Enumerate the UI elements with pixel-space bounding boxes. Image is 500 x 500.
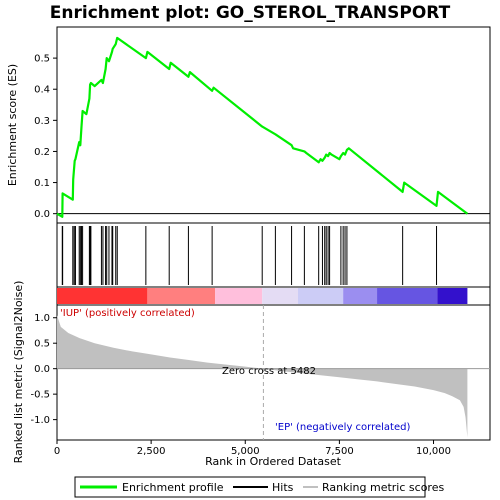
- metric-y-tick-label: 1.0: [34, 313, 50, 324]
- metric-y-axis-label: Ranked list metric (Signal2Noise): [12, 281, 25, 464]
- enrichment-panel: 0.0 0.1 0.2 0.3 0.4 0.5: [34, 36, 490, 220]
- colorbar-segment: [215, 288, 263, 304]
- negative-correlation-label: 'EP' (negatively correlated): [275, 422, 410, 433]
- legend-label-ranking-metric: Ranking metric scores: [322, 481, 444, 494]
- x-axis-label: Rank in Ordered Dataset: [205, 455, 342, 468]
- x-tick-label: 2,500: [137, 446, 166, 457]
- x-tick-label: 5,000: [231, 446, 260, 457]
- es-y-tick-label: 0.3: [34, 116, 50, 127]
- colorbar-segment: [437, 288, 468, 304]
- metric-y-tick-label: -1.0: [30, 415, 50, 426]
- es-y-tick-label: 0.0: [34, 209, 50, 220]
- x-tick-label: 10,000: [416, 446, 451, 457]
- es-y-tick-label: 0.5: [34, 54, 50, 65]
- metric-y-tick-label: 0.5: [34, 339, 50, 350]
- x-axis: 0 2,500 5,000 7,500 10,000: [54, 440, 451, 457]
- ranking-metric-area: [57, 315, 468, 438]
- es-y-tick-label: 0.4: [34, 85, 50, 96]
- es-y-tick-label: 0.2: [34, 147, 50, 158]
- metric-y-tick-label: 0.0: [34, 364, 50, 375]
- colorbar-segment: [343, 288, 378, 304]
- x-tick-label: 0: [54, 446, 60, 457]
- legend: Enrichment profile Hits Ranking metric s…: [74, 476, 444, 498]
- x-tick-label: 7,500: [325, 446, 354, 457]
- colorbar-segment: [377, 288, 438, 304]
- chart-title: Enrichment plot: GO_STEROL_TRANSPORT: [50, 3, 451, 23]
- metric-panel: 1.0 0.5 0.0 -0.5 -1.0: [30, 305, 490, 440]
- es-y-axis-label: Enrichment score (ES): [6, 64, 19, 186]
- legend-label-enrichment-profile: Enrichment profile: [122, 481, 224, 494]
- zero-cross-label: Zero cross at 5482: [222, 366, 316, 377]
- rank-colorbar: [57, 288, 468, 304]
- es-y-tick-label: 0.1: [34, 178, 50, 189]
- enrichment-profile-line: [56, 36, 469, 218]
- metric-y-tick-label: -0.5: [30, 390, 50, 401]
- colorbar-segment: [147, 288, 216, 304]
- colorbar-segment: [57, 288, 148, 304]
- es-panel-frame: [56, 26, 491, 224]
- colorbar-segment: [262, 288, 298, 304]
- hits-panel-frame: [56, 222, 491, 288]
- hits-panel: [61, 226, 438, 285]
- legend-label-hits: Hits: [272, 481, 294, 494]
- positive-correlation-label: 'IUP' (positively correlated): [60, 308, 195, 319]
- colorbar-segment: [297, 288, 344, 304]
